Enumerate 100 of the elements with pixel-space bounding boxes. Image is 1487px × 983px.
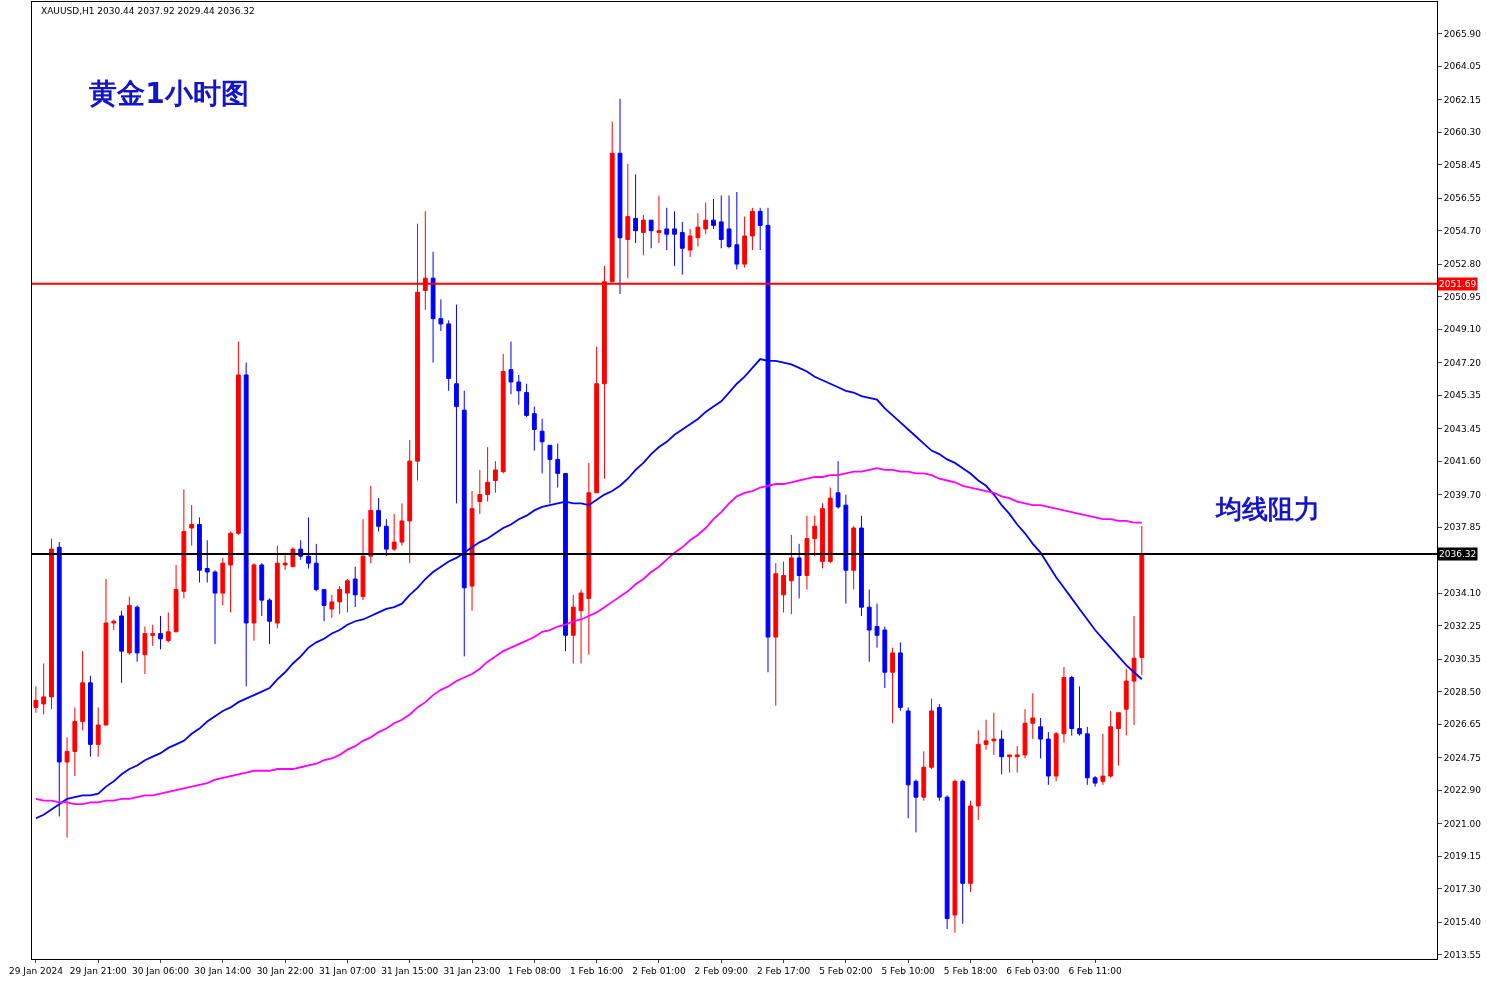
candlestick — [524, 383, 529, 418]
candlestick — [376, 497, 381, 533]
candlestick — [1069, 675, 1075, 737]
y-tick-label: 2028.50 — [1443, 686, 1482, 697]
candlestick — [158, 615, 163, 650]
candlestick — [773, 562, 779, 707]
candlestick — [983, 719, 989, 751]
candlestick — [804, 515, 810, 591]
candlestick — [454, 304, 459, 504]
candlestick — [859, 515, 864, 617]
candlestick — [812, 515, 818, 557]
y-tick-label: 2045.35 — [1443, 390, 1482, 401]
candlestick — [882, 626, 888, 689]
candlestick — [181, 488, 187, 599]
y-tick-label: 2019.15 — [1443, 851, 1482, 862]
candlestick — [913, 779, 919, 833]
y-tick-label: 2021.00 — [1443, 818, 1482, 829]
candlestick — [1014, 745, 1020, 774]
candlestick — [570, 594, 576, 664]
candlestick — [1139, 525, 1145, 676]
candlestick — [508, 341, 514, 395]
candlestick — [594, 346, 600, 494]
x-tick-label: 30 Jan 14:00 — [194, 965, 252, 976]
candlestick — [1100, 733, 1106, 786]
candlestick — [438, 298, 444, 332]
candlestick — [197, 516, 202, 584]
candlestick — [1038, 717, 1043, 759]
candlestick — [212, 569, 218, 645]
candlestick — [968, 800, 973, 893]
candlestick — [391, 513, 397, 552]
candlestick — [843, 494, 849, 605]
candlestick — [975, 729, 981, 821]
text: 均线阻力 — [1214, 494, 1320, 524]
candlestick — [921, 750, 927, 802]
candlestick — [781, 560, 786, 613]
candlestick — [820, 502, 825, 569]
y-tick-label: 2052.80 — [1443, 259, 1482, 270]
x-tick-label: 29 Jan 2024 — [8, 965, 64, 976]
candlestick — [952, 779, 958, 934]
candlestick — [189, 504, 195, 547]
candlestick — [672, 210, 677, 267]
y-tick-label: 2054.70 — [1443, 225, 1482, 236]
candlestick — [555, 443, 561, 489]
candlestick — [999, 729, 1005, 775]
x-tick-label: 30 Jan 06:00 — [132, 965, 190, 976]
candlestick — [321, 589, 327, 622]
x-tick-label: 6 Feb 03:00 — [1006, 965, 1060, 976]
y-tick-label: 2022.90 — [1443, 785, 1482, 796]
candlestick — [1053, 731, 1059, 782]
candlestick — [679, 221, 685, 276]
x-tick-label: 31 Jan 23:00 — [443, 965, 501, 976]
candlestick — [165, 611, 171, 643]
candlestick — [718, 195, 724, 249]
candlestick — [111, 618, 117, 631]
candlestick — [905, 706, 911, 819]
candlestick — [235, 341, 241, 536]
candlestick — [461, 390, 467, 657]
candlestick — [368, 485, 374, 564]
candlestick — [757, 207, 763, 251]
candlestick — [134, 604, 140, 663]
x-tick-label: 29 Jan 21:00 — [69, 965, 127, 976]
candlestick — [1092, 775, 1098, 788]
y-tick-label: 2017.30 — [1443, 883, 1482, 894]
candlestick — [890, 647, 896, 724]
candlestick — [897, 641, 903, 712]
candlestick — [267, 597, 272, 645]
candlestick — [586, 462, 592, 656]
y-tick-label: 2047.20 — [1443, 357, 1482, 368]
candlestick — [282, 552, 288, 571]
x-tick-label: 6 Feb 11:00 — [1068, 965, 1123, 976]
candlestick — [617, 98, 623, 295]
candlestick — [991, 712, 997, 756]
candlestick — [656, 195, 662, 244]
candlestick — [796, 543, 802, 599]
text: 黄金1小时图 — [88, 77, 249, 111]
candlestick — [274, 545, 280, 629]
y-tick-label: 2056.55 — [1443, 193, 1482, 204]
x-tick-label: 31 Jan 07:00 — [318, 965, 377, 976]
x-tick-label: 5 Feb 18:00 — [943, 965, 998, 976]
candlestick — [835, 460, 841, 510]
y-tick-label: 2030.35 — [1443, 654, 1482, 665]
candlestick — [383, 518, 389, 557]
candlestick — [360, 518, 366, 601]
candlestick — [469, 490, 475, 612]
candlestick — [1007, 754, 1012, 774]
candlestick — [407, 439, 413, 564]
candlestick — [251, 562, 257, 642]
candlestick — [313, 543, 319, 592]
candlestick — [1123, 668, 1129, 737]
candlestick — [1131, 615, 1137, 726]
candlestick — [1022, 708, 1028, 759]
candlestick — [703, 202, 709, 235]
candlestick — [531, 406, 537, 452]
candlestick — [711, 198, 716, 230]
ref-line-label: 2051.69 — [1439, 279, 1477, 289]
candlestick — [41, 662, 47, 715]
candlestick — [640, 214, 646, 256]
y-tick-label: 2043.45 — [1443, 423, 1482, 434]
candlestick — [345, 578, 350, 613]
candlestick — [1077, 685, 1082, 737]
